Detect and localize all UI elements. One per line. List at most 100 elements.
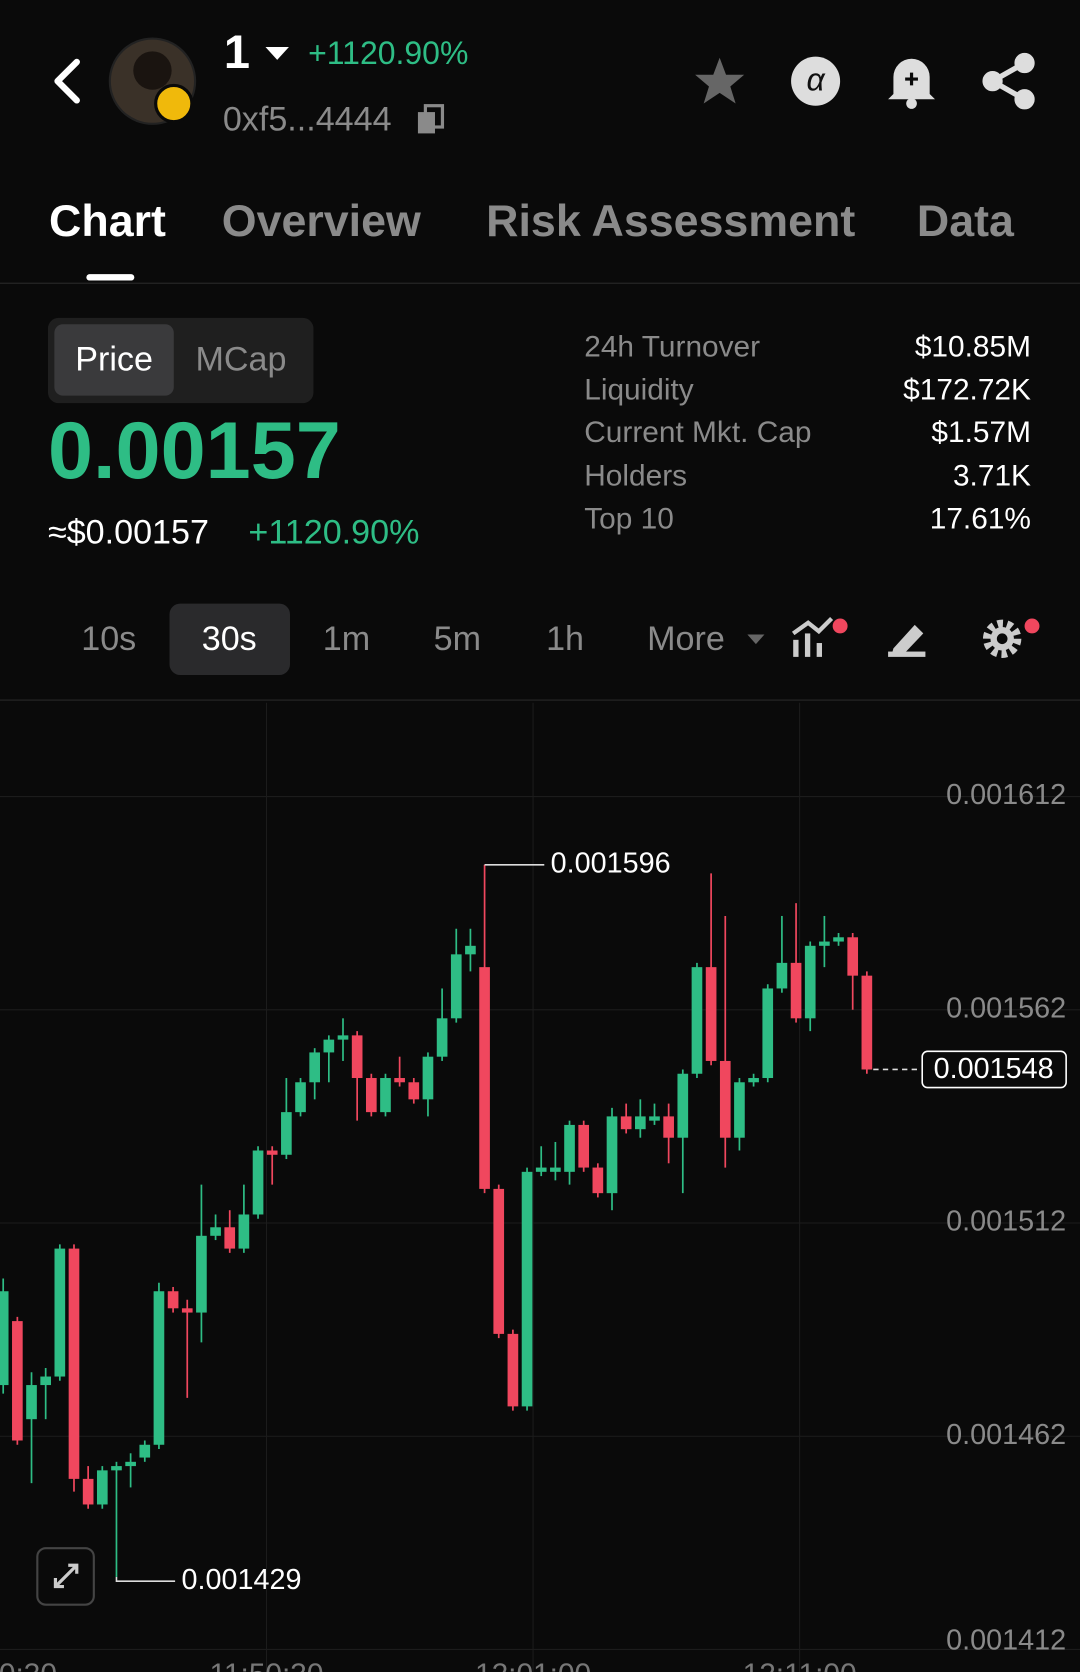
favorite-button[interactable] bbox=[695, 57, 745, 104]
alpha-button[interactable] bbox=[791, 56, 841, 106]
last-price-label: 0.001548 bbox=[934, 1053, 1054, 1085]
candle-body bbox=[96, 1470, 108, 1505]
candle-body bbox=[819, 941, 830, 946]
y-tick-label: 0.001462 bbox=[946, 1419, 1066, 1451]
candle-body bbox=[493, 1188, 505, 1334]
y-tick-label: 0.001512 bbox=[946, 1206, 1066, 1238]
candle-body bbox=[82, 1478, 94, 1505]
stat-label: Liquidity bbox=[584, 373, 694, 406]
candle-body bbox=[408, 1082, 420, 1100]
timeframe[interactable]: More bbox=[647, 620, 725, 658]
candle-body bbox=[111, 1466, 122, 1471]
chain-badge bbox=[154, 83, 194, 124]
last-price-box bbox=[921, 1050, 1067, 1089]
candle-body bbox=[748, 1078, 759, 1083]
x-tick-label: 11:40:30 bbox=[0, 1658, 57, 1672]
high-label: 0.001596 bbox=[551, 847, 671, 879]
candle-body bbox=[252, 1150, 264, 1215]
more-dropdown[interactable] bbox=[747, 634, 765, 645]
candle-body bbox=[210, 1227, 221, 1236]
y-tick-label: 0.001612 bbox=[946, 779, 1066, 811]
candle-body bbox=[634, 1116, 646, 1130]
candle-body bbox=[450, 954, 462, 1019]
candle-body bbox=[12, 1321, 23, 1441]
divider bbox=[0, 699, 1080, 701]
candle-body bbox=[68, 1248, 80, 1479]
candle-body bbox=[790, 962, 802, 1019]
candle-body bbox=[847, 937, 859, 976]
header-change: +1120.90% bbox=[308, 35, 468, 71]
timeframe[interactable]: 30s bbox=[202, 620, 257, 658]
price-usd: ≈$0.00157 bbox=[48, 513, 209, 551]
candle-body bbox=[309, 1052, 321, 1083]
candle-body bbox=[181, 1308, 193, 1313]
candle-body bbox=[422, 1056, 434, 1100]
stat-value: 17.61% bbox=[930, 502, 1031, 535]
tab[interactable]: Data bbox=[917, 196, 1015, 246]
toggle-option[interactable]: MCap bbox=[195, 341, 286, 379]
candle-body bbox=[394, 1078, 405, 1083]
candle-body bbox=[606, 1116, 618, 1194]
address: 0xf5...4444 bbox=[223, 101, 392, 139]
expand-button[interactable] bbox=[36, 1547, 95, 1606]
timeframe[interactable]: 5m bbox=[434, 620, 481, 658]
stat-value: $1.57M bbox=[931, 416, 1031, 449]
candle-body bbox=[719, 1060, 731, 1138]
token-symbol: 1 bbox=[224, 26, 250, 78]
candle-body bbox=[734, 1082, 745, 1138]
candlestick-chart: 11:40:30 11:50:30 12:01:00 12:11:00 0.001412… bbox=[0, 702, 1080, 1672]
y-tick-label: 0.001412 bbox=[946, 1625, 1066, 1657]
candle-body bbox=[578, 1124, 590, 1168]
candle-body bbox=[620, 1116, 632, 1130]
toggle-option[interactable]: Price bbox=[75, 341, 153, 379]
candle-body bbox=[0, 1291, 9, 1386]
candle-body bbox=[153, 1291, 165, 1445]
candle-body bbox=[804, 945, 816, 1019]
candle-body bbox=[380, 1078, 391, 1113]
tab[interactable]: Chart bbox=[49, 196, 166, 246]
low-label: 0.001429 bbox=[181, 1564, 301, 1596]
back-button[interactable] bbox=[54, 58, 80, 104]
tab[interactable]: Risk Assessment bbox=[486, 196, 855, 246]
timeframe[interactable]: 1h bbox=[546, 620, 584, 658]
indicator-button[interactable] bbox=[791, 616, 848, 657]
timeframe[interactable]: 10s bbox=[81, 620, 136, 658]
share-button[interactable] bbox=[982, 52, 1035, 110]
candle-body bbox=[295, 1082, 306, 1113]
x-tick-label: 12:01:00 bbox=[475, 1658, 591, 1672]
timeframe[interactable]: 1m bbox=[323, 620, 370, 658]
candle-body bbox=[776, 962, 788, 989]
candle-body bbox=[677, 1073, 689, 1138]
candle-body bbox=[337, 1035, 349, 1040]
candle-body bbox=[351, 1035, 363, 1079]
candle-body bbox=[54, 1248, 66, 1377]
stat-label: Top 10 bbox=[584, 502, 674, 535]
stat-value: $10.85M bbox=[915, 331, 1031, 364]
candle-body bbox=[196, 1235, 207, 1313]
candle-body bbox=[592, 1167, 604, 1194]
tab-indicator bbox=[86, 274, 135, 281]
candle-body bbox=[365, 1078, 377, 1113]
candle-body bbox=[323, 1039, 335, 1053]
tab[interactable]: Overview bbox=[222, 196, 421, 246]
candle-body bbox=[167, 1291, 179, 1309]
low-marker bbox=[115, 1576, 176, 1583]
price: 0.00157 bbox=[48, 406, 341, 496]
x-tick-label: 11:50:30 bbox=[210, 1658, 324, 1672]
candle-body bbox=[833, 937, 844, 942]
candle-body bbox=[705, 967, 717, 1061]
alpha-icon: α bbox=[806, 62, 825, 98]
toggle-active bbox=[54, 324, 174, 396]
divider bbox=[0, 282, 1080, 284]
candle-body bbox=[238, 1214, 250, 1249]
dropdown[interactable] bbox=[265, 47, 289, 60]
timeframe-active bbox=[169, 603, 290, 676]
candle-body bbox=[40, 1376, 52, 1386]
settings-button[interactable] bbox=[982, 618, 1040, 658]
candle-body bbox=[649, 1116, 660, 1121]
stat-label: 24h Turnover bbox=[584, 331, 760, 364]
draw-button[interactable] bbox=[888, 624, 926, 657]
